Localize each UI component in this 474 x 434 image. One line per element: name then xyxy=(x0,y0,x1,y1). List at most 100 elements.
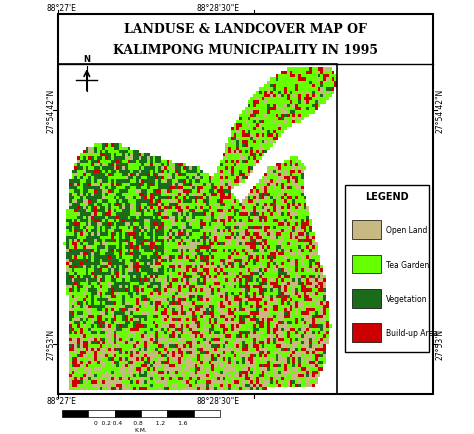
Bar xyxy=(181,371,183,374)
Bar xyxy=(234,164,237,167)
Bar xyxy=(178,305,181,308)
Bar xyxy=(116,154,119,157)
Bar xyxy=(144,292,147,295)
Bar xyxy=(209,177,211,180)
Bar xyxy=(292,203,295,207)
Bar xyxy=(273,289,275,292)
Bar xyxy=(214,193,217,197)
Bar xyxy=(211,253,214,256)
Bar xyxy=(86,220,88,223)
Bar xyxy=(217,354,220,358)
Bar xyxy=(267,308,270,312)
Bar xyxy=(74,223,77,226)
Bar xyxy=(225,262,228,266)
Bar xyxy=(130,308,133,312)
Bar xyxy=(69,216,72,220)
Bar xyxy=(183,170,186,174)
Bar xyxy=(281,348,284,351)
Bar xyxy=(91,187,94,190)
Bar xyxy=(195,348,197,351)
Bar xyxy=(292,108,295,111)
Bar xyxy=(128,305,130,308)
Bar xyxy=(88,226,91,230)
Bar xyxy=(164,315,167,318)
Bar xyxy=(239,114,242,118)
Bar xyxy=(292,341,295,345)
Bar xyxy=(83,338,86,341)
Bar xyxy=(287,72,290,75)
Bar xyxy=(284,75,287,78)
Bar xyxy=(94,164,97,167)
Bar xyxy=(217,269,220,272)
Bar xyxy=(128,249,130,253)
Bar xyxy=(318,78,320,82)
Bar xyxy=(292,384,295,387)
Bar xyxy=(287,322,290,325)
Bar xyxy=(203,384,206,387)
Bar xyxy=(136,154,139,157)
Bar xyxy=(139,160,141,164)
Bar xyxy=(125,368,128,371)
Bar xyxy=(183,269,186,272)
Bar xyxy=(278,368,281,371)
Bar xyxy=(253,157,256,160)
Bar xyxy=(105,239,108,243)
Bar xyxy=(136,180,139,183)
Bar xyxy=(237,164,239,167)
Bar xyxy=(275,279,278,282)
Bar xyxy=(164,167,167,170)
Bar xyxy=(86,236,88,239)
Bar xyxy=(141,341,144,345)
Bar xyxy=(284,272,287,276)
Bar xyxy=(248,325,250,328)
Bar xyxy=(284,167,287,170)
Bar xyxy=(292,328,295,331)
Bar xyxy=(153,295,155,299)
Bar xyxy=(217,361,220,364)
Bar xyxy=(141,374,144,377)
Bar xyxy=(88,299,91,302)
Bar xyxy=(80,193,83,197)
Bar xyxy=(100,220,102,223)
Bar xyxy=(192,203,195,207)
Bar xyxy=(119,285,122,289)
Bar xyxy=(264,193,267,197)
Bar xyxy=(225,160,228,164)
Bar xyxy=(239,381,242,384)
Bar xyxy=(167,180,169,183)
Bar xyxy=(86,246,88,249)
Bar xyxy=(144,246,147,249)
Bar xyxy=(66,253,69,256)
Bar xyxy=(220,164,222,167)
Bar xyxy=(74,289,77,292)
Bar xyxy=(100,302,102,305)
Bar xyxy=(203,322,206,325)
Bar xyxy=(264,289,267,292)
Bar xyxy=(105,289,108,292)
Bar xyxy=(306,285,309,289)
Bar xyxy=(161,361,164,364)
Bar xyxy=(200,282,203,285)
Bar xyxy=(169,207,172,210)
Bar xyxy=(169,233,172,236)
Bar xyxy=(155,164,158,167)
Bar xyxy=(181,170,183,174)
Bar xyxy=(150,322,153,325)
Bar xyxy=(125,236,128,239)
Bar xyxy=(116,223,119,226)
Bar xyxy=(320,78,323,82)
Bar xyxy=(128,193,130,197)
Text: Tea Garden: Tea Garden xyxy=(386,260,429,269)
Bar xyxy=(209,249,211,253)
Bar xyxy=(69,387,72,391)
Bar xyxy=(91,315,94,318)
Bar xyxy=(262,381,264,384)
Bar xyxy=(133,348,136,351)
Bar xyxy=(284,233,287,236)
Bar xyxy=(86,387,88,391)
Bar xyxy=(192,345,195,348)
Bar xyxy=(83,203,86,207)
Bar xyxy=(303,82,306,85)
Bar xyxy=(192,276,195,279)
Bar xyxy=(309,75,312,78)
